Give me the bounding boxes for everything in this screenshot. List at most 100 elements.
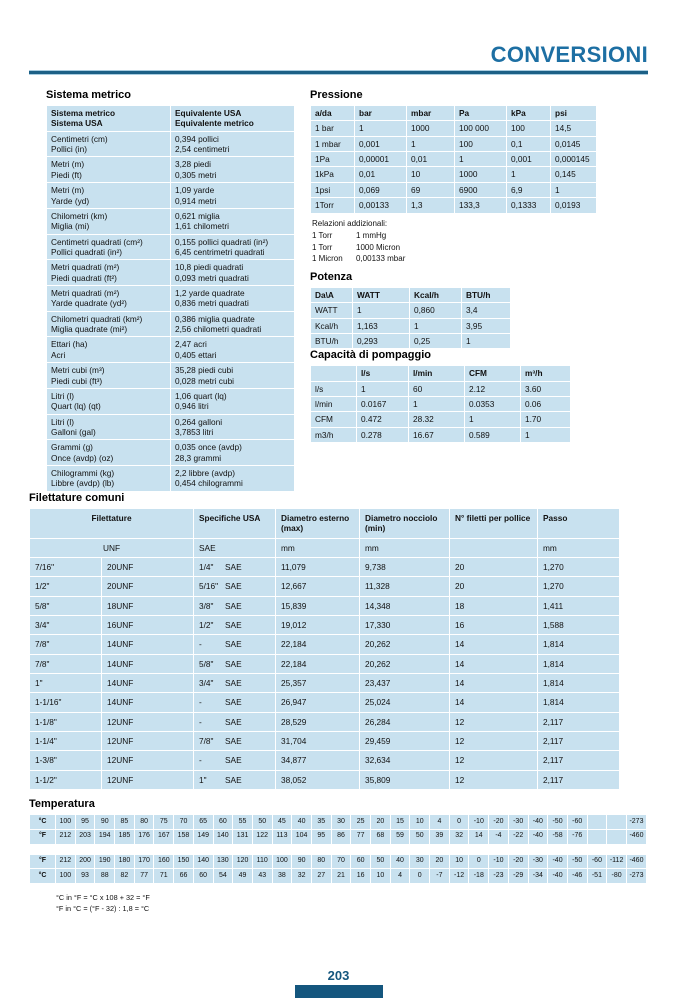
table-row: 5/8" 18UNF 3/8" SAE 15,839 14,348 18 1,411 [29,595,621,616]
cell: -30 [527,853,549,870]
pompaggio-table: l/s l/min CFM m³/h l/s 1 60 2.12 3.60 l/min 0.0167… [310,365,571,444]
table-row: 1Pa 0,00001 0,01 1 0,001 0,000145 [310,151,597,168]
cell: 5/8" [29,595,102,616]
header-cell: mbar [406,104,455,122]
cell: 22,184 [275,653,361,675]
cell: 12UNF [100,711,195,733]
cell: -46 [566,868,588,885]
table-row: 1-1/8" 12UNF - SAE 28,529 26,284 12 2,117 [29,711,621,733]
relazione-row: 1 Torr 1 mmHg [312,230,648,242]
section-title-pressione: Pressione [310,89,363,101]
two-column-area: Sistema metrico Sistema metrico Sistema U… [29,89,648,492]
cell: 1/4" SAE [193,556,277,578]
cell: 1,2 yarde quadrate 0,836 metri quadrati [170,285,295,312]
table-row: 7/8" 14UNF - SAE 22,184 20,262 14 1,814 [29,634,621,655]
cell: 1kPa [310,166,355,183]
cell: 1-1/16" [29,692,102,713]
cell: 14 [449,653,539,675]
cell: 25 [350,814,371,830]
cell: 7/8" [29,634,102,655]
cell [586,814,608,830]
cell: 149 [192,828,214,845]
cell: 14 [449,634,539,655]
header-cell: WATT [352,286,410,304]
cell: 27 [310,868,332,885]
cell: 1,814 [537,653,621,675]
cell: 0,386 miglia quadrate 2,56 chilometri qua… [170,310,295,338]
cell: 11,328 [359,576,451,597]
cell: 1 [454,151,507,168]
cell: 203 [74,828,96,845]
table-row: Chilometri quadrati (km²) Miglia quadrate… [46,310,295,338]
cell: 10 [406,166,455,183]
cell: SAE [193,537,277,558]
cell: 25,024 [359,692,451,713]
cell: 0.589 [464,426,521,444]
table-row: Metri quadrati (m²) Piedi quadrati (ft²) 1… [46,259,295,287]
page-header: CONVERSIONI [29,44,648,75]
cell: 45 [271,814,293,830]
cell: 50 [370,853,391,870]
table-row: Kcal/h 1,163 1 3,95 [310,317,511,334]
cell: WATT [310,302,353,319]
cell: 10 [448,853,470,870]
cell: 50 [409,828,431,845]
cell: - SAE [193,750,277,771]
cell: 19,012 [275,614,361,636]
cell: 7/8" SAE [193,731,277,752]
cell: 66 [173,868,194,885]
cell: Litri (l) Quart (lq) (qt) [46,387,171,415]
cell: 38,052 [275,769,361,791]
footer-bar [294,985,383,998]
table-row: Ettari (ha) Acri 2,47 acri 0,405 ettari [46,336,295,364]
cell: 69 [406,181,455,199]
header-cell: a/da [310,104,355,122]
cell: 170 [133,853,155,870]
cell: 122 [251,828,273,845]
cell: -80 [606,868,627,885]
cell: 3/4" SAE [193,673,277,694]
cell: 0,394 pollici 2,54 centimetri [170,130,295,158]
header-cell: N° filetti per pollice [449,507,539,539]
cell: - SAE [193,692,277,713]
cell: 0 [468,853,490,870]
cell: 14 [449,673,539,694]
cell: -76 [566,828,588,845]
cell: -29 [507,868,529,885]
cell: 120 [232,853,253,870]
cell: 80 [133,814,155,830]
cell: 1 [354,120,407,137]
cell: 0,069 [354,181,407,199]
table-row: 1Torr 0,00133 1,3 133,3 0,1333 0,0193 [310,197,597,214]
cell: Grammi (g) Once (avdp) (oz) [46,439,171,467]
cell: -10 [488,853,509,870]
cell: 5/8" SAE [193,653,277,675]
cell: 20,262 [359,634,451,655]
cell: 40 [389,853,411,870]
table-row: 1-1/2" 12UNF 1" SAE 38,052 35,809 12 2,117 [29,769,621,791]
cell: -40 [527,828,549,845]
cell: mm [359,537,451,558]
cell: 14UNF [100,653,195,675]
table-row: °F 212 200 190 180 170 160 150 140 130 120 110 100 90… [29,853,648,870]
header-cell: Specifiche USA [193,507,277,539]
cell: 0 [448,814,470,830]
cell: UNF [28,537,195,558]
table-row: Metri cubi (m³) Piedi cubi (ft³) 35,28 pie… [46,362,295,389]
relazione-value: 1 mmHg [356,231,387,241]
cell: -4 [488,828,509,845]
relazione-row: 1 Torr 1000 Micron [312,242,648,254]
cell: 28,529 [275,711,361,733]
cell: 50 [251,814,273,830]
cell: 12 [449,731,539,752]
cell: 17,330 [359,614,451,636]
cell: 100 [506,120,551,137]
cell: 1000 [406,120,455,137]
cell: 1 bar [310,120,355,137]
cell: -20 [507,853,529,870]
cell: 110 [251,853,273,870]
cell: 100 [55,814,76,830]
cell: 0.0167 [356,396,409,413]
cell: 34,877 [275,750,361,771]
table-row: Litri (l) Quart (lq) (qt) 1,06 quart (lq) 0… [46,387,295,415]
